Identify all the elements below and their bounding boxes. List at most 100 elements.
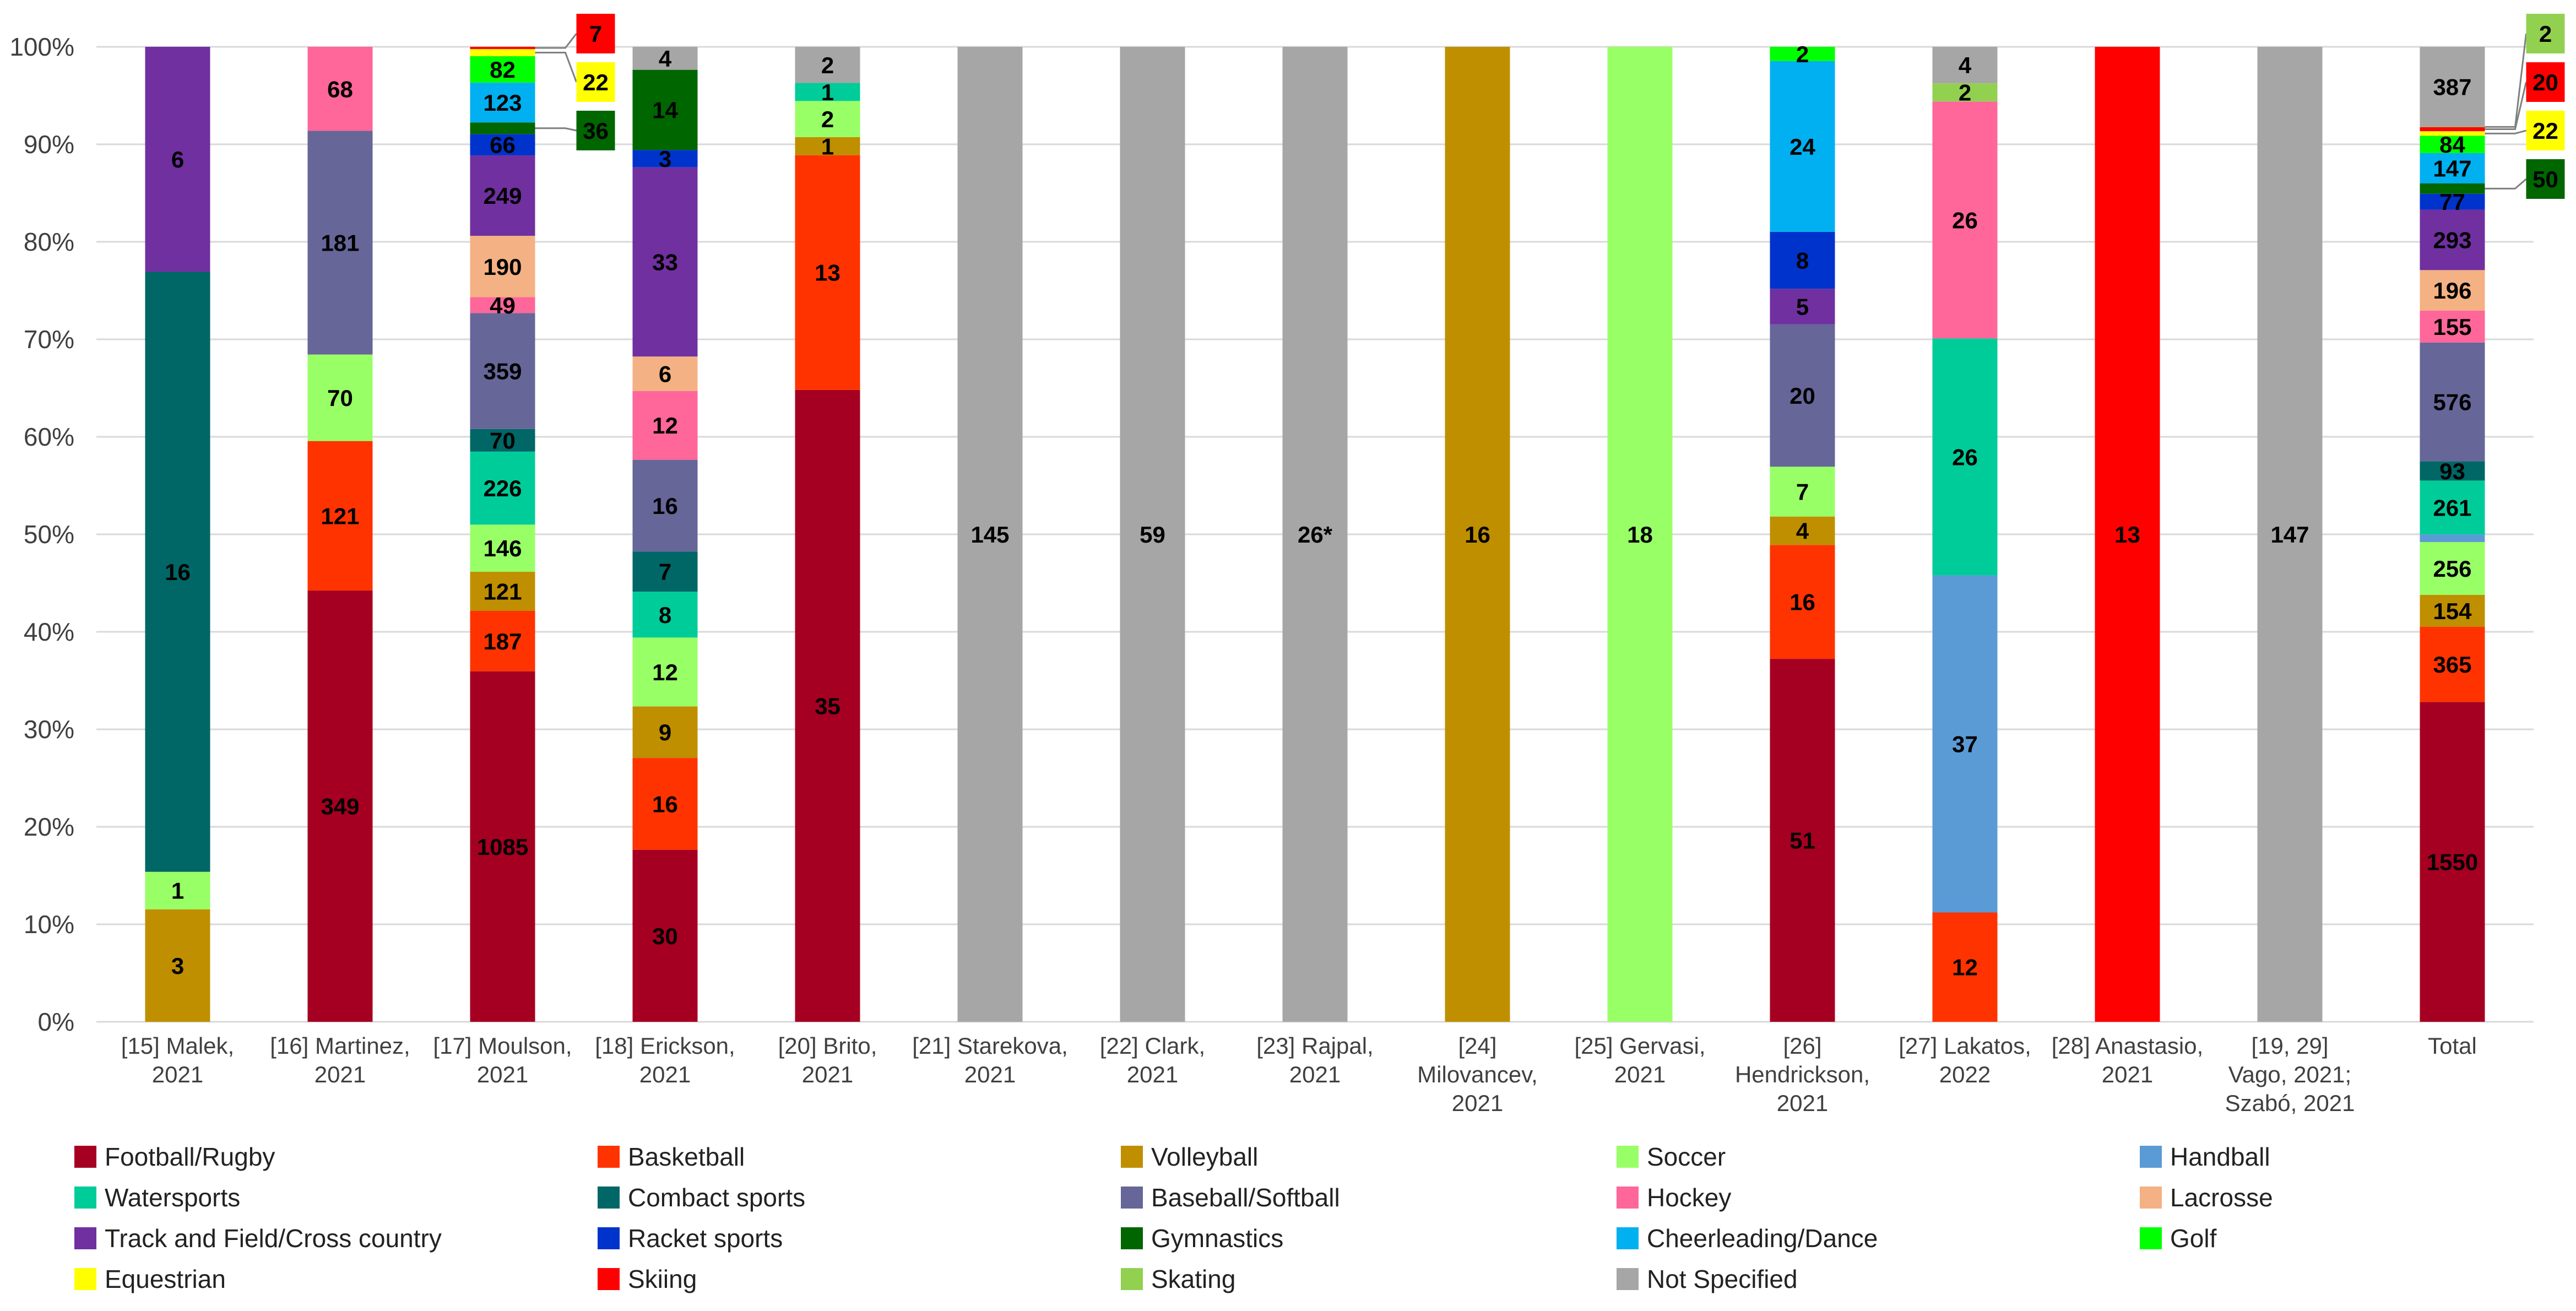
x-tick-label: Total [2428, 1033, 2477, 1059]
value-label-combact-sports: 70 [490, 427, 516, 453]
legend-item-racket-sports: Racket sports [598, 1224, 783, 1253]
bar-segment-basketball [2420, 626, 2485, 702]
bar-segment-volleyball [632, 706, 698, 759]
bar-segment-baseball-softball [632, 459, 698, 552]
legend-item-track-and-field-cross-country: Track and Field/Cross country [74, 1224, 442, 1253]
bar-segment-skiing [2095, 47, 2160, 1022]
legend-label: Soccer [1647, 1142, 1726, 1171]
bar-segment-hockey [1932, 101, 1998, 339]
callout-leader [535, 127, 577, 132]
bar-segment-hockey [2420, 310, 2485, 343]
value-label-watersports: 8 [659, 602, 671, 628]
bar-segment-basketball [1932, 912, 1998, 1022]
value-label-soccer: 18 [1627, 522, 1653, 548]
value-label-lacrosse: 196 [2433, 278, 2471, 304]
bar-segment-skiing [470, 47, 535, 50]
callout-box-skating [2526, 14, 2565, 53]
legend-swatch [598, 1227, 620, 1249]
bar-segment-equestrian [470, 49, 535, 57]
value-label-golf: 2 [1796, 41, 1809, 67]
bar-segment-soccer [1607, 47, 1673, 1022]
legend-label: Equestrian [105, 1265, 226, 1293]
callout-label-equestrian: 22 [583, 69, 609, 95]
bar-segment-hockey [470, 297, 535, 313]
value-label-watersports: 1 [821, 79, 834, 105]
y-tick-label: 30% [24, 715, 74, 744]
legend-label: Hockey [1647, 1183, 1731, 1212]
legend-label: Basketball [628, 1142, 745, 1171]
legend-item-soccer: Soccer [1617, 1142, 1726, 1171]
value-label-not-specified: 145 [970, 522, 1009, 548]
legend-swatch [1617, 1187, 1639, 1209]
x-tick-label: [19, 29] Vago, 2021; Szabó, 2021 [2225, 1033, 2355, 1116]
legend-item-volleyball: Volleyball [1121, 1142, 1258, 1171]
legend-item-handball: Handball [2140, 1142, 2270, 1171]
legend-item-football-rugby: Football/Rugby [74, 1142, 275, 1171]
legend-item-watersports: Watersports [74, 1183, 240, 1212]
bar-segment-baseball-softball [1770, 324, 1835, 467]
callout-leader [535, 33, 577, 49]
y-tick-label: 0% [38, 1007, 74, 1036]
callout-leader [2485, 129, 2526, 134]
legend-label: Not Specified [1647, 1265, 1798, 1293]
value-label-soccer: 70 [327, 385, 353, 411]
bar-segment-not-specified [1932, 47, 1998, 84]
bar-segment-football-rugby [2420, 702, 2485, 1022]
bar-segment-soccer [307, 354, 373, 441]
legend-swatch [74, 1268, 96, 1290]
legend-label: Volleyball [1151, 1142, 1258, 1171]
value-label-combact-sports: 7 [659, 559, 671, 585]
callout-leader [535, 52, 577, 83]
y-tick-label: 40% [24, 617, 74, 646]
x-tick-label: [17] Moulson, 2021 [433, 1033, 572, 1087]
callout-label-skiing: 20 [2532, 69, 2558, 95]
legend-item-combact-sports: Combact sports [598, 1183, 805, 1212]
legend-swatch [1121, 1227, 1143, 1249]
bar-segment-watersports [632, 592, 698, 638]
legend-item-cheerleading-dance: Cheerleading/Dance [1617, 1224, 1878, 1253]
bar-segment-volleyball [1445, 47, 1510, 1022]
value-label-football-rugby: 1085 [477, 834, 528, 860]
legend-item-skating: Skating [1121, 1265, 1235, 1293]
legend-swatch [1617, 1227, 1639, 1249]
bar-segment-basketball [1770, 545, 1835, 659]
bar-segment-baseball-softball [307, 131, 373, 355]
callout-label-gymnastics: 50 [2532, 166, 2558, 192]
bar-segment-lacrosse [470, 236, 535, 297]
value-label-football-rugby: 349 [321, 794, 359, 820]
legend-swatch [1121, 1268, 1143, 1290]
y-tick-label: 100% [9, 32, 74, 61]
bar-segment-not-specified [1282, 47, 1348, 1022]
value-labels: 3116634912170181681085187121146226703594… [165, 41, 2478, 980]
bar-segment-combact-sports [470, 429, 535, 452]
value-label-not-specified: 387 [2433, 74, 2471, 100]
bar-segment-golf [2420, 136, 2485, 153]
value-label-lacrosse: 6 [659, 361, 671, 387]
callout-box-skiing [576, 14, 615, 53]
value-label-track-and-field-cross-country: 33 [652, 249, 678, 275]
value-label-volleyball: 121 [483, 579, 522, 605]
value-label-volleyball: 4 [1796, 518, 1809, 544]
x-tick-label: [18] Erickson, 2021 [595, 1033, 735, 1087]
value-label-football-rugby: 1550 [2427, 849, 2478, 875]
value-label-basketball: 121 [321, 503, 359, 529]
bar-segment-basketball [470, 610, 535, 671]
x-tick-label: [24] Milovancev, 2021 [1417, 1033, 1538, 1116]
y-tick-label: 80% [24, 227, 74, 256]
callout-box-equestrian [2526, 111, 2565, 150]
bar-segment-football-rugby [1770, 659, 1835, 1022]
value-label-not-specified: 147 [2270, 522, 2309, 548]
bar-segment-football-rugby [795, 389, 860, 1022]
value-label-basketball: 187 [483, 629, 522, 654]
callout-box-gymnastics [2526, 159, 2565, 199]
value-label-baseball-softball: 359 [483, 359, 522, 384]
value-label-track-and-field-cross-country: 249 [483, 183, 522, 209]
legend-swatch [598, 1146, 620, 1168]
legend-label: Skiing [628, 1265, 697, 1293]
legend-swatch [74, 1227, 96, 1249]
legend-item-lacrosse: Lacrosse [2140, 1183, 2273, 1212]
value-label-soccer: 256 [2433, 556, 2471, 582]
bar-segment-track-and-field-cross-country [632, 167, 698, 357]
bar-segment-track-and-field-cross-country [470, 155, 535, 236]
bar-segment-volleyball [145, 909, 210, 1022]
